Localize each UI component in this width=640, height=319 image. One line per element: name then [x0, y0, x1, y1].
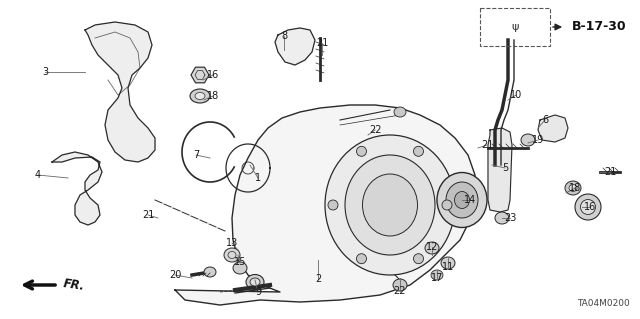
Ellipse shape	[233, 262, 247, 274]
Text: ψ: ψ	[511, 22, 518, 32]
Ellipse shape	[431, 270, 443, 280]
Polygon shape	[275, 28, 315, 65]
Polygon shape	[191, 67, 209, 83]
Text: 15: 15	[234, 257, 246, 267]
Text: 12: 12	[426, 242, 438, 252]
Ellipse shape	[575, 194, 601, 220]
Text: 16: 16	[584, 202, 596, 212]
Text: 8: 8	[281, 31, 287, 41]
Text: 22: 22	[369, 125, 381, 135]
Ellipse shape	[250, 278, 260, 286]
Ellipse shape	[224, 248, 240, 262]
Ellipse shape	[413, 146, 424, 156]
Text: 20: 20	[169, 270, 181, 280]
Ellipse shape	[204, 267, 216, 277]
Text: 4: 4	[35, 170, 41, 180]
Ellipse shape	[393, 279, 407, 291]
Text: 21: 21	[481, 140, 493, 150]
Polygon shape	[52, 152, 102, 225]
Text: 13: 13	[226, 238, 238, 248]
Ellipse shape	[328, 200, 338, 210]
Text: 3: 3	[42, 67, 48, 77]
Text: 23: 23	[504, 213, 516, 223]
Ellipse shape	[441, 257, 455, 269]
Ellipse shape	[446, 182, 478, 218]
Text: 6: 6	[542, 115, 548, 125]
Text: 16: 16	[207, 70, 219, 80]
Ellipse shape	[580, 199, 595, 214]
Ellipse shape	[569, 184, 577, 191]
Text: 5: 5	[502, 163, 508, 173]
Text: B-17-30: B-17-30	[572, 20, 627, 33]
Text: 21: 21	[142, 210, 154, 220]
Ellipse shape	[325, 135, 455, 275]
Ellipse shape	[521, 134, 535, 146]
Ellipse shape	[190, 89, 210, 103]
Ellipse shape	[345, 155, 435, 255]
Text: 10: 10	[510, 90, 522, 100]
Ellipse shape	[442, 200, 452, 210]
Ellipse shape	[413, 254, 424, 264]
Text: 21: 21	[316, 38, 328, 48]
Ellipse shape	[565, 181, 581, 195]
Ellipse shape	[454, 191, 470, 209]
Text: 1: 1	[255, 173, 261, 183]
Bar	[480, 8, 550, 46]
Ellipse shape	[394, 107, 406, 117]
Polygon shape	[488, 128, 512, 212]
Ellipse shape	[362, 174, 417, 236]
Polygon shape	[85, 22, 155, 162]
Text: 17: 17	[431, 273, 443, 283]
Text: 2: 2	[315, 274, 321, 284]
Polygon shape	[538, 115, 568, 142]
Ellipse shape	[356, 254, 367, 264]
Text: 22: 22	[394, 286, 406, 296]
Text: TA04M0200: TA04M0200	[577, 299, 630, 308]
Text: 11: 11	[442, 262, 454, 272]
Text: 14: 14	[464, 195, 476, 205]
Ellipse shape	[356, 146, 367, 156]
Text: 9: 9	[255, 287, 261, 297]
Ellipse shape	[495, 212, 509, 224]
Polygon shape	[175, 105, 475, 305]
Text: 19: 19	[532, 135, 544, 145]
Text: 18: 18	[569, 183, 581, 193]
Text: 21: 21	[604, 167, 616, 177]
Text: 18: 18	[207, 91, 219, 101]
Text: FR.: FR.	[62, 277, 85, 293]
Ellipse shape	[246, 275, 264, 290]
Ellipse shape	[195, 93, 205, 100]
Ellipse shape	[425, 242, 439, 254]
Text: 7: 7	[193, 150, 199, 160]
Ellipse shape	[437, 173, 487, 227]
